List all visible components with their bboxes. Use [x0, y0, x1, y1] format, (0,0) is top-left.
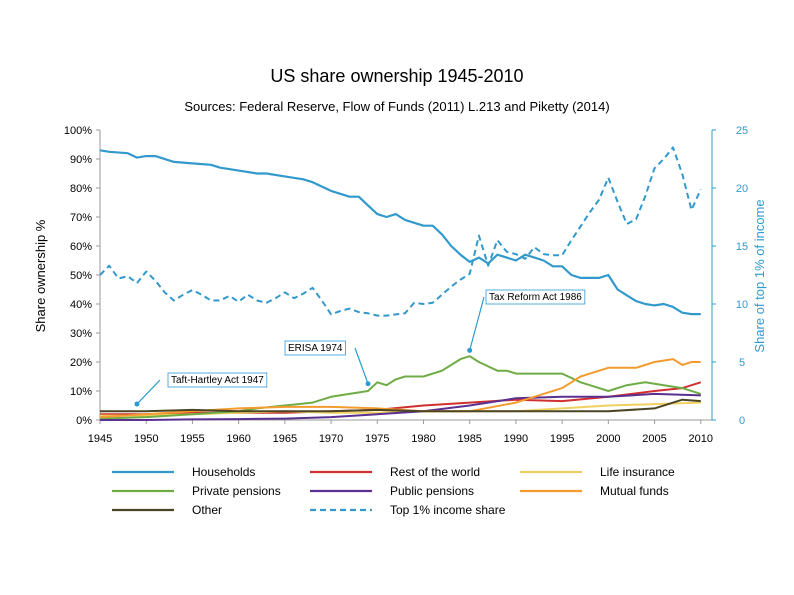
- x-tick-label: 1980: [411, 433, 435, 445]
- chart-title: US share ownership 1945-2010: [270, 66, 523, 86]
- x-tick-label: 1975: [365, 433, 389, 445]
- legend-label: Top 1% income share: [390, 503, 506, 517]
- x-tick-label: 2005: [642, 433, 666, 445]
- annotation-label: ERISA 1974: [288, 343, 343, 354]
- series-line-top-1-income-share: [99, 146, 702, 317]
- y2-tick-label: 20: [736, 183, 748, 195]
- x-tick-label: 1955: [180, 433, 204, 445]
- y-tick-label: 70%: [70, 212, 92, 224]
- y-tick-label: 80%: [70, 183, 92, 195]
- annotation-point: [467, 347, 473, 353]
- annotation-box: [284, 340, 346, 356]
- y-tick-label: 0%: [76, 415, 92, 427]
- x-tick-label: 2000: [596, 433, 620, 445]
- annotation-box: [485, 289, 586, 305]
- legend: Households Rest of the world Life insuranc…: [112, 465, 675, 517]
- annotation-label: Taft-Hartley Act 1947: [171, 375, 264, 386]
- series-line-mutual-funds: [99, 358, 701, 419]
- legend-label: Rest of the world: [390, 465, 480, 479]
- chart-subtitle: Sources: Federal Reserve, Flow of Funds …: [184, 99, 609, 114]
- legend-label: Other: [192, 503, 222, 517]
- series-group: [99, 146, 702, 421]
- annotation-point: [134, 401, 140, 407]
- x-tick-label: 1985: [457, 433, 481, 445]
- x-tick-label: 1990: [504, 433, 528, 445]
- annotation-leader: [136, 379, 161, 405]
- y-axis-label: Share ownership %: [33, 219, 48, 332]
- y2-axis-label: Share of top 1% of income: [752, 199, 767, 352]
- x-tick-label: 2010: [689, 433, 713, 445]
- y-tick-label: 20%: [70, 357, 92, 369]
- annotation-leader: [469, 296, 485, 351]
- y-tick-label: 30%: [70, 328, 92, 340]
- x-tick-label: 1950: [134, 433, 158, 445]
- annotations: Taft-Hartley Act 1947 ERISA 1974 Tax Refor…: [134, 289, 586, 407]
- y2-tick-label: 5: [739, 357, 745, 369]
- y2-tick-label: 15: [736, 241, 748, 253]
- y2-tick-label: 0: [739, 415, 745, 427]
- annotation-box: [167, 372, 268, 388]
- legend-label: Private pensions: [192, 484, 281, 498]
- y-tick-label: 50%: [70, 270, 92, 282]
- annotation-label: Tax Reform Act 1986: [489, 292, 582, 303]
- legend-label: Mutual funds: [600, 484, 669, 498]
- y-tick-label: 10%: [70, 386, 92, 398]
- annotation-leader: [354, 347, 369, 384]
- legend-label: Public pensions: [390, 484, 474, 498]
- x-tick-label: 1965: [273, 433, 297, 445]
- x-tick-label: 1945: [88, 433, 112, 445]
- y2-tick-label: 25: [736, 125, 748, 137]
- x-tick-label: 1970: [319, 433, 343, 445]
- series-line-other: [100, 398, 701, 413]
- y-tick-label: 90%: [70, 154, 92, 166]
- series-line-public-pensions: [100, 392, 701, 421]
- y-tick-label: 40%: [70, 299, 92, 311]
- legend-label: Households: [192, 465, 255, 479]
- series-line-households: [99, 149, 701, 316]
- x-tick-label: 1995: [550, 433, 574, 445]
- y-tick-label: 100%: [64, 125, 92, 137]
- y-tick-label: 60%: [70, 241, 92, 253]
- annotation-point: [365, 381, 371, 387]
- series-line-private-pensions: [99, 355, 702, 420]
- axes: 0% 10% 20% 30% 40% 50% 60% 70% 80% 90% 100% 0 5 10 15 2…: [64, 125, 748, 445]
- x-tick-label: 1960: [226, 433, 250, 445]
- legend-label: Life insurance: [600, 465, 675, 479]
- y2-tick-label: 10: [736, 299, 748, 311]
